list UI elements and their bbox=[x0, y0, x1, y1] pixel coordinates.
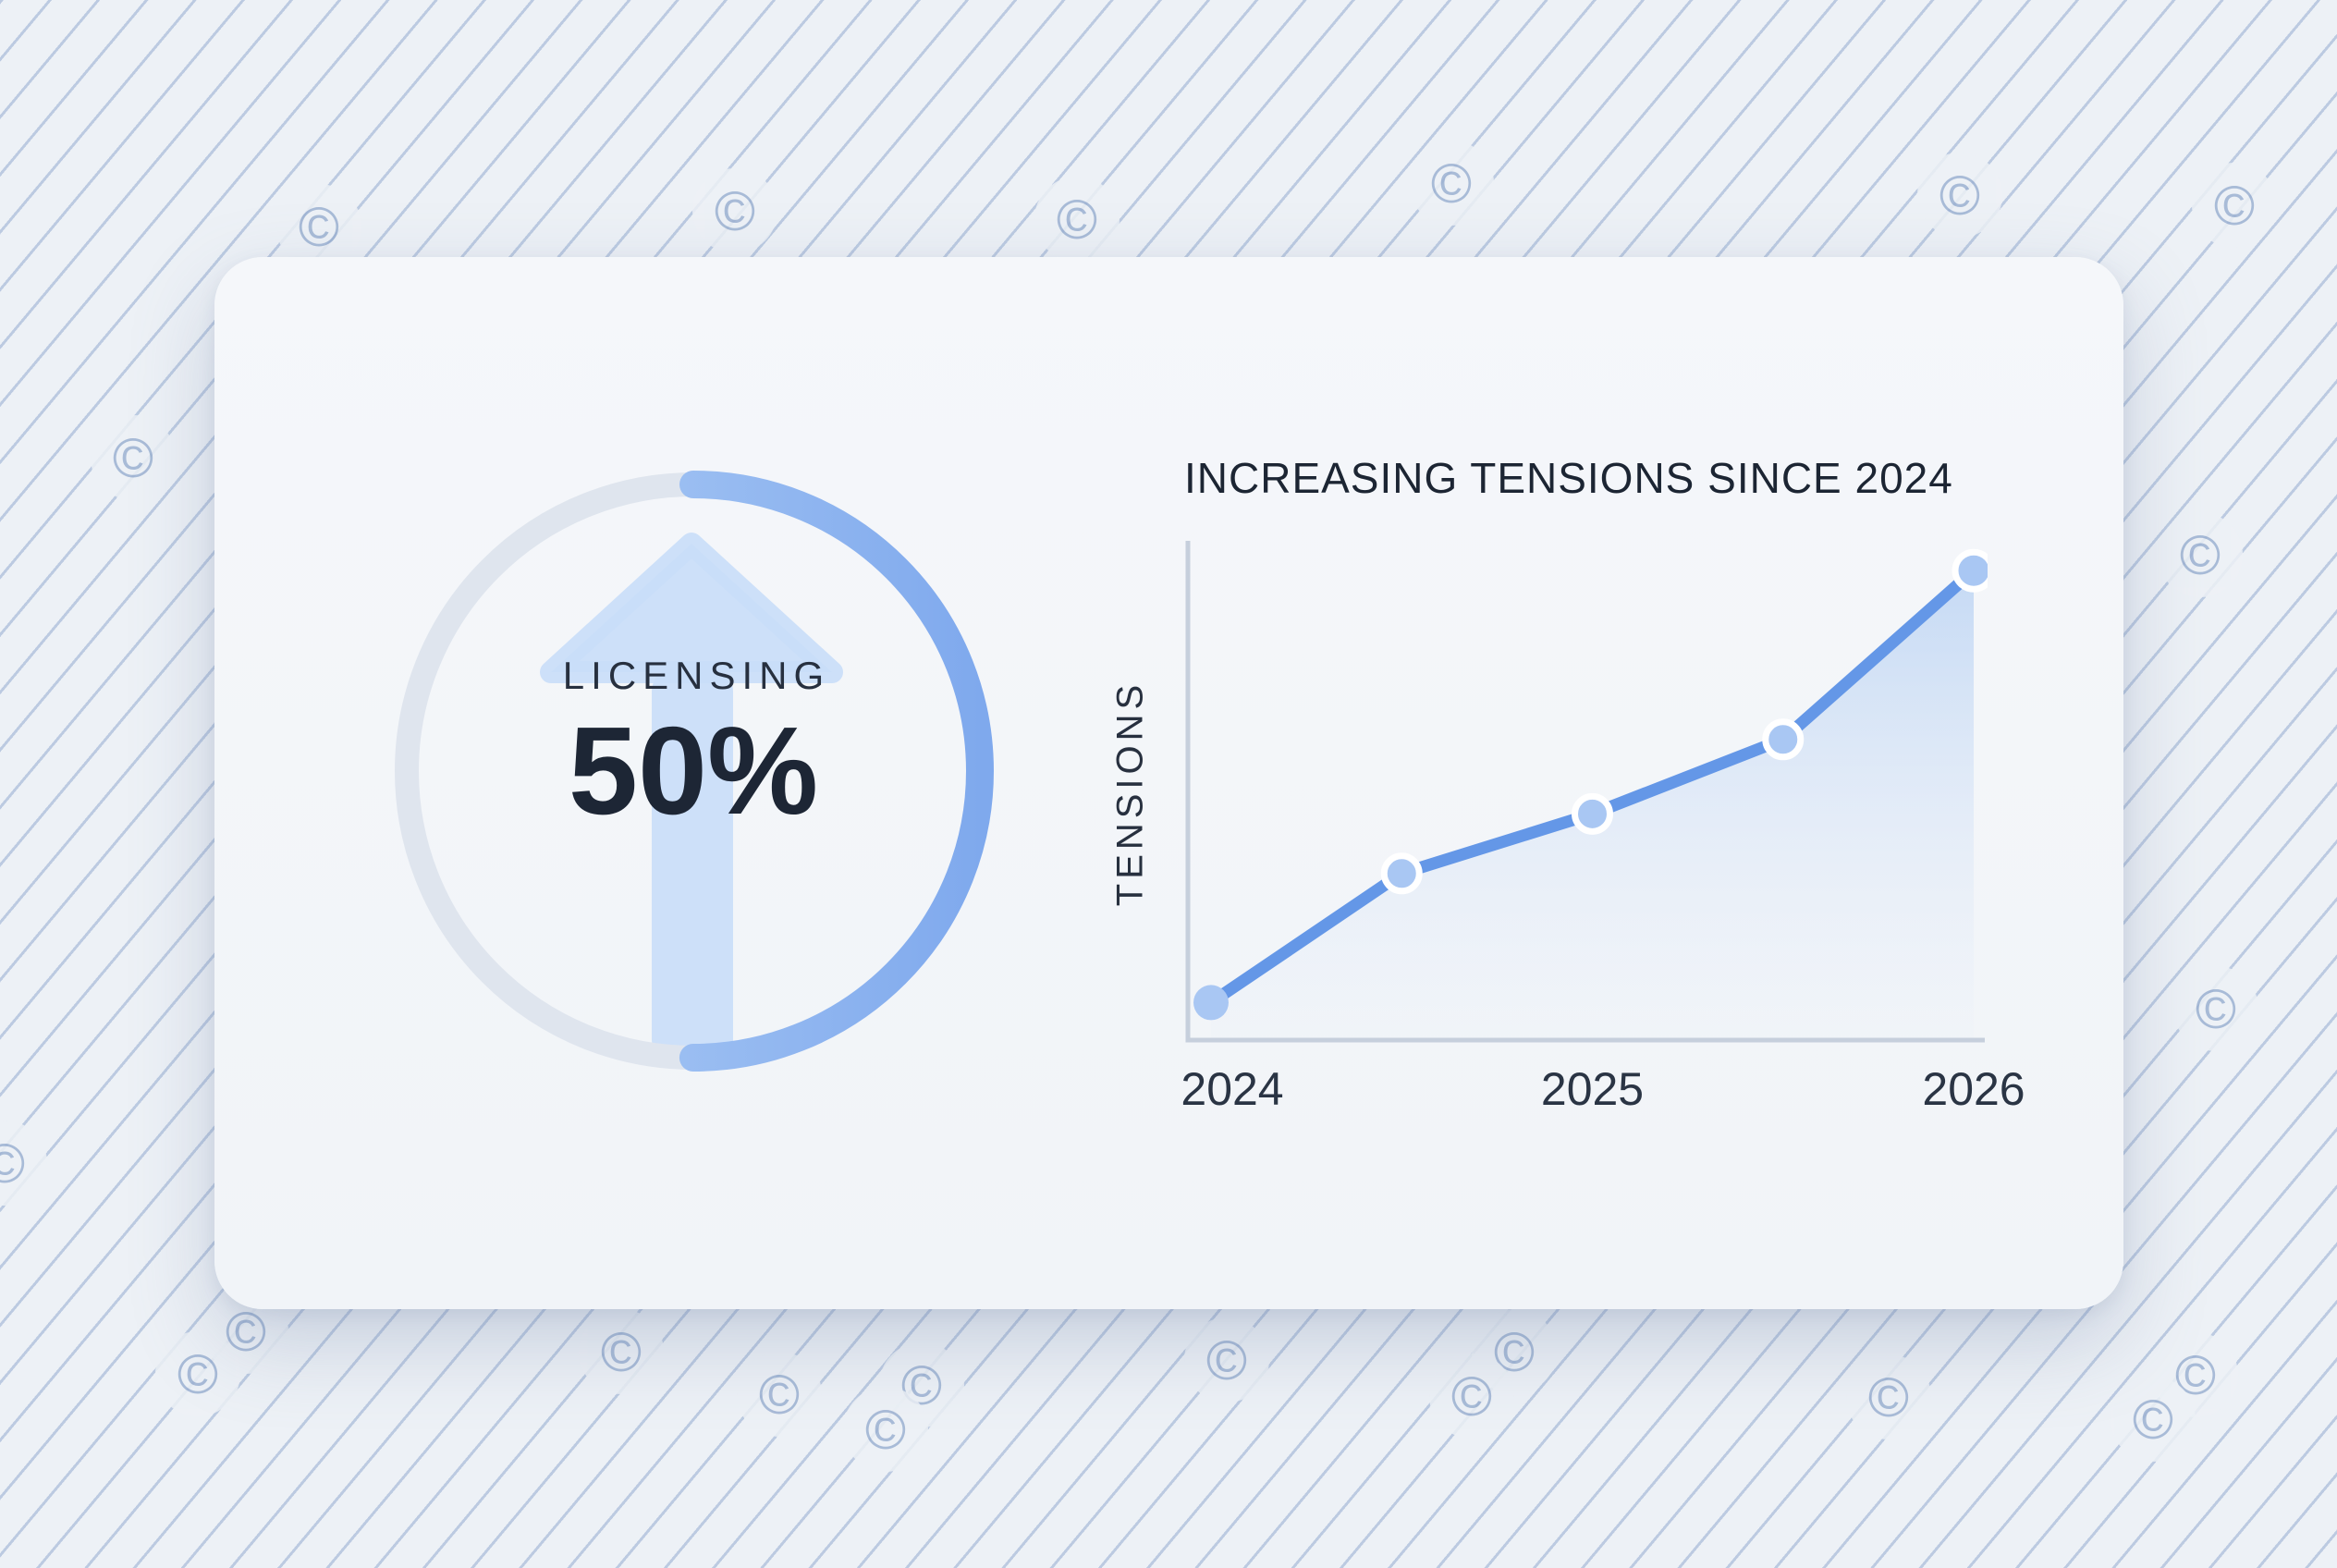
copyright-icon: © bbox=[692, 168, 777, 253]
x-tick-label: 2024 bbox=[1181, 1063, 1284, 1115]
series-group bbox=[1193, 548, 1988, 1037]
copyright-icon: © bbox=[843, 1387, 928, 1472]
copyright-icon: © bbox=[2111, 1377, 2196, 1462]
tensions-line-chart: 2024 2025 2026 bbox=[1181, 541, 2025, 1151]
arrow-up-icon bbox=[540, 533, 843, 1063]
y-axis-label: TENSIONS bbox=[1109, 680, 1151, 907]
x-tick-label: 2025 bbox=[1540, 1063, 1645, 1115]
data-point bbox=[1193, 985, 1229, 1021]
copyright-icon: © bbox=[1917, 153, 2002, 238]
copyright-icon: © bbox=[737, 1352, 822, 1437]
licensing-gauge: LICENSING 50% bbox=[370, 447, 1017, 1095]
gauge-progress-ring bbox=[393, 471, 994, 1072]
copyright-icon: © bbox=[1034, 177, 1120, 262]
copyright-icon: © bbox=[1409, 141, 1494, 226]
copyright-icon: © bbox=[1429, 1354, 1514, 1439]
chart-title: INCREASING TENSIONS SINCE 2024 bbox=[1184, 454, 1953, 502]
copyright-icon: © bbox=[1184, 1317, 1269, 1403]
gauge-graphic bbox=[393, 471, 994, 1072]
data-point bbox=[1572, 792, 1613, 835]
gauge-label: LICENSING bbox=[562, 654, 831, 697]
data-point bbox=[1952, 548, 1988, 593]
copyright-icon: © bbox=[276, 184, 361, 269]
copyright-icon: © bbox=[2192, 163, 2277, 248]
copyright-icon: © bbox=[579, 1309, 664, 1394]
copyright-icon: © bbox=[2158, 512, 2243, 597]
gauge-value: 50% bbox=[568, 701, 819, 840]
copyright-icon: © bbox=[2173, 966, 2258, 1051]
copyright-icon: © bbox=[91, 415, 176, 500]
infographic-card: LICENSING 50% INCREASING TENSIONS SINCE … bbox=[214, 257, 2123, 1309]
data-point bbox=[1762, 718, 1805, 761]
chart-canvas bbox=[1185, 541, 1988, 1043]
data-point bbox=[1380, 852, 1423, 895]
copyright-icon: © bbox=[155, 1331, 240, 1416]
copyright-icon: © bbox=[1846, 1354, 1931, 1439]
axes-lines bbox=[1185, 541, 1985, 1043]
area-fill bbox=[1211, 570, 1974, 1037]
x-tick-label: 2026 bbox=[1922, 1063, 2025, 1115]
